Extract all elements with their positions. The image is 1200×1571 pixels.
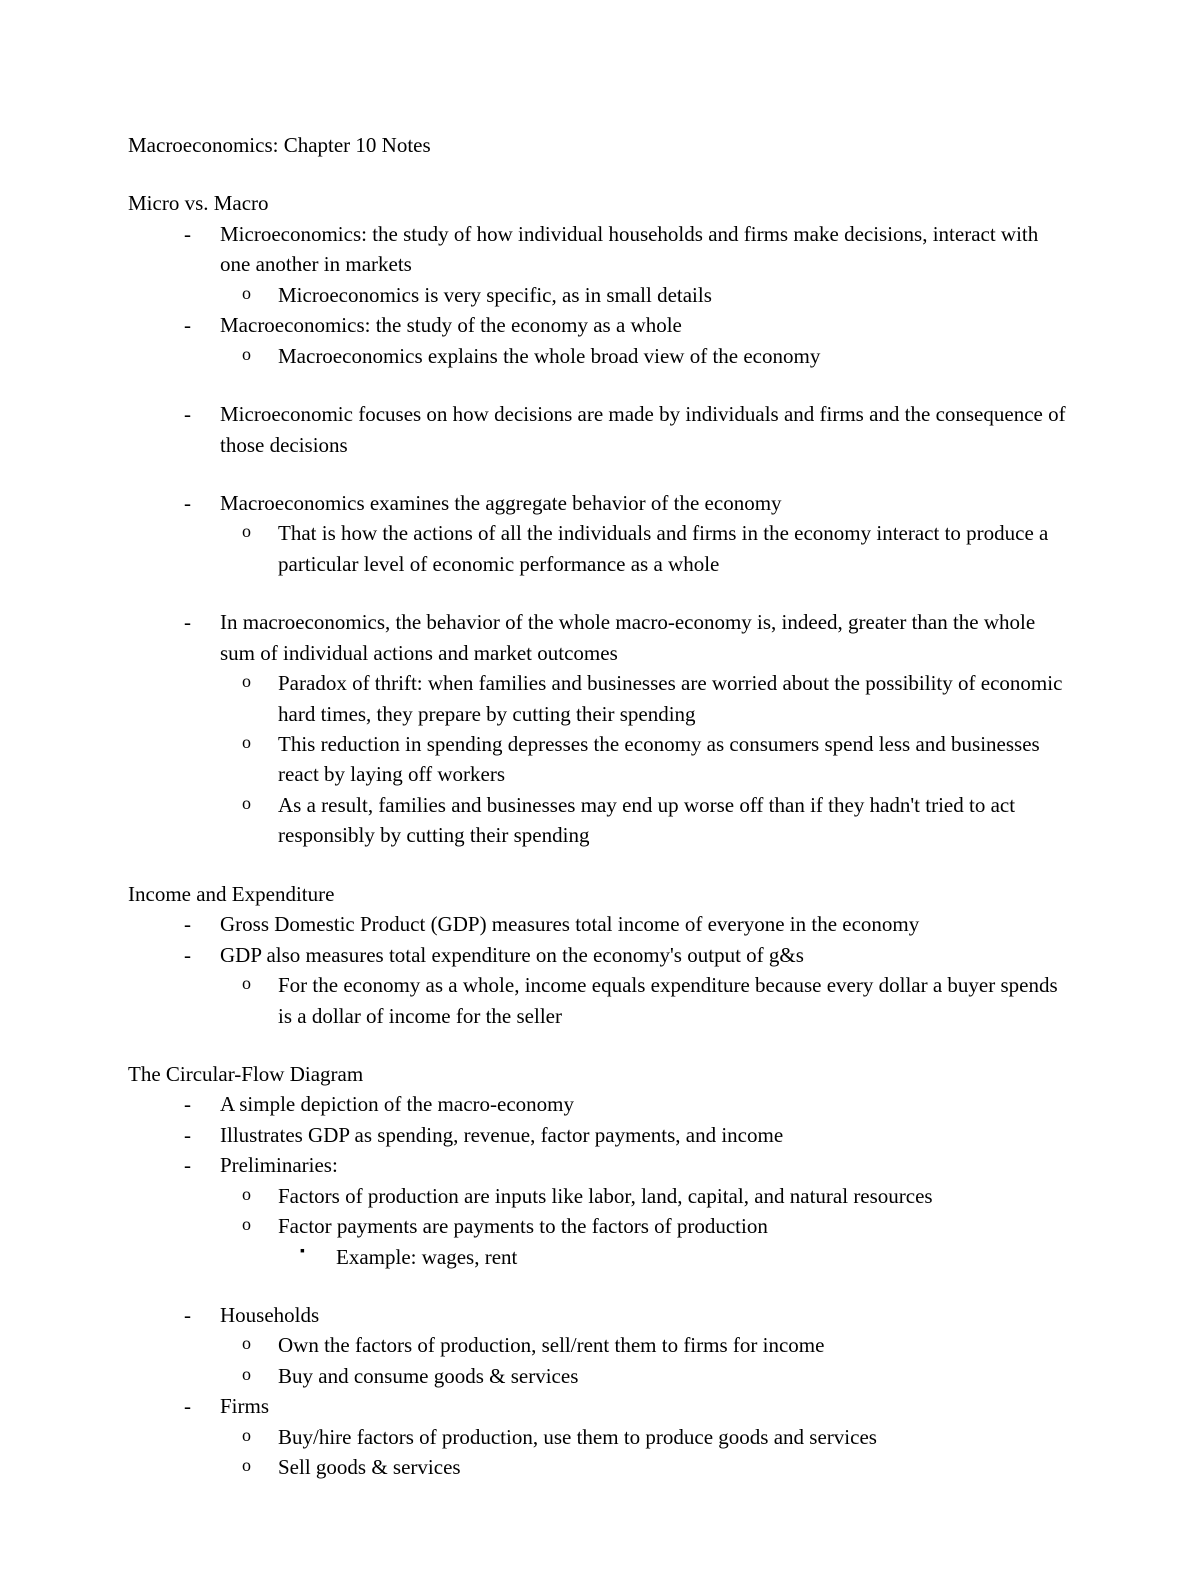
list-item: Microeconomic focuses on how decisions a… <box>220 399 1072 460</box>
list-item: Own the factors of production, sell/rent… <box>278 1330 1072 1360</box>
list: Microeconomics: the study of how individ… <box>128 219 1072 371</box>
list-item: Buy/hire factors of production, use them… <box>278 1422 1072 1452</box>
item-text: Firms <box>220 1394 269 1418</box>
list-item: GDP also measures total expenditure on t… <box>220 940 1072 1031</box>
list-item: Macroeconomics explains the whole broad … <box>278 341 1072 371</box>
sublist: Buy/hire factors of production, use them… <box>220 1422 1072 1483</box>
list-item: As a result, families and businesses may… <box>278 790 1072 851</box>
sublist: Factors of production are inputs like la… <box>220 1181 1072 1272</box>
sublist: Example: wages, rent <box>278 1242 1072 1272</box>
list-item: Factors of production are inputs like la… <box>278 1181 1072 1211</box>
item-text: Macroeconomics: the study of the economy… <box>220 313 682 337</box>
list-item: Households Own the factors of production… <box>220 1300 1072 1391</box>
item-text: Preliminaries: <box>220 1153 338 1177</box>
item-text: Households <box>220 1303 319 1327</box>
list-item: Preliminaries: Factors of production are… <box>220 1150 1072 1272</box>
sublist: Microeconomics is very specific, as in s… <box>220 280 1072 310</box>
list-item: This reduction in spending depresses the… <box>278 729 1072 790</box>
list: Households Own the factors of production… <box>128 1300 1072 1483</box>
item-text: Macroeconomics examines the aggregate be… <box>220 491 782 515</box>
list-item: Macroeconomics: the study of the economy… <box>220 310 1072 371</box>
sublist: Own the factors of production, sell/rent… <box>220 1330 1072 1391</box>
section-heading: Micro vs. Macro <box>128 188 1072 218</box>
list-item: Microeconomics is very specific, as in s… <box>278 280 1072 310</box>
sublist: That is how the actions of all the indiv… <box>220 518 1072 579</box>
document-title: Macroeconomics: Chapter 10 Notes <box>128 130 1072 160</box>
list-item: Example: wages, rent <box>336 1242 1072 1272</box>
list: Macroeconomics examines the aggregate be… <box>128 488 1072 579</box>
list-item: Paradox of thrift: when families and bus… <box>278 668 1072 729</box>
list: A simple depiction of the macro-economy … <box>128 1089 1072 1272</box>
list-item: Firms Buy/hire factors of production, us… <box>220 1391 1072 1482</box>
sublist: For the economy as a whole, income equal… <box>220 970 1072 1031</box>
list-item: Factor payments are payments to the fact… <box>278 1211 1072 1272</box>
section-heading: Income and Expenditure <box>128 879 1072 909</box>
item-text: Factor payments are payments to the fact… <box>278 1214 768 1238</box>
list-item: That is how the actions of all the indiv… <box>278 518 1072 579</box>
list-item: A simple depiction of the macro-economy <box>220 1089 1072 1119</box>
list: Gross Domestic Product (GDP) measures to… <box>128 909 1072 1031</box>
section-heading: The Circular-Flow Diagram <box>128 1059 1072 1089</box>
list-item: For the economy as a whole, income equal… <box>278 970 1072 1031</box>
list-item: Macroeconomics examines the aggregate be… <box>220 488 1072 579</box>
list-item: Buy and consume goods & services <box>278 1361 1072 1391</box>
list-item: Microeconomics: the study of how individ… <box>220 219 1072 310</box>
item-text: GDP also measures total expenditure on t… <box>220 943 804 967</box>
list-item: In macroeconomics, the behavior of the w… <box>220 607 1072 851</box>
list-item: Illustrates GDP as spending, revenue, fa… <box>220 1120 1072 1150</box>
list-item: Sell goods & services <box>278 1452 1072 1482</box>
item-text: In macroeconomics, the behavior of the w… <box>220 610 1035 664</box>
list: In macroeconomics, the behavior of the w… <box>128 607 1072 851</box>
list-item: Gross Domestic Product (GDP) measures to… <box>220 909 1072 939</box>
list: Microeconomic focuses on how decisions a… <box>128 399 1072 460</box>
sublist: Macroeconomics explains the whole broad … <box>220 341 1072 371</box>
item-text: Microeconomics: the study of how individ… <box>220 222 1038 276</box>
sublist: Paradox of thrift: when families and bus… <box>220 668 1072 851</box>
